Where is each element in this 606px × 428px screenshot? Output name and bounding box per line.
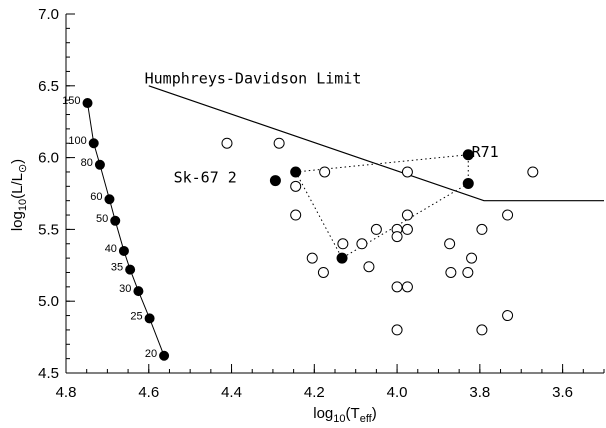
star-annotation: R71 xyxy=(472,143,499,161)
track-point xyxy=(104,194,115,205)
open-point xyxy=(466,252,478,264)
mass-label: 150 xyxy=(62,95,80,107)
mass-label: 20 xyxy=(145,348,157,360)
open-point xyxy=(391,231,403,243)
hd-limit-line xyxy=(148,85,604,202)
x-axis-title: log10(Teff) xyxy=(313,405,376,425)
open-point xyxy=(363,261,375,273)
tick-labels: 4.8 4.6 4.4 4.2 4.0 3.8 3.6 4.5 5.0 5.5 6.0 6.5 7.0 xyxy=(38,6,573,401)
filled-point xyxy=(336,252,348,264)
open-point xyxy=(502,310,514,322)
open-point xyxy=(356,238,368,250)
y-tick-label: 7.0 xyxy=(38,6,59,23)
open-point xyxy=(502,209,514,221)
open-point xyxy=(527,166,539,178)
open-point xyxy=(391,324,403,336)
open-point xyxy=(401,166,413,178)
open-point xyxy=(445,266,457,278)
y-axis-title: log10(L/L⊙) xyxy=(9,159,29,231)
x-tick-label: 3.6 xyxy=(552,384,573,401)
open-point xyxy=(401,209,413,221)
open-point xyxy=(370,223,382,235)
open-point xyxy=(290,209,302,221)
x-tick-label: 4.8 xyxy=(56,384,77,401)
x-tick-label: 3.8 xyxy=(469,384,490,401)
mass-label: 60 xyxy=(90,191,102,203)
open-point xyxy=(401,223,413,235)
open-point xyxy=(462,266,474,278)
filled-point xyxy=(462,177,474,189)
track-point xyxy=(88,138,99,149)
mass-label: 50 xyxy=(96,213,108,225)
open-point xyxy=(401,281,413,293)
star-annotation: Sk-67 2 xyxy=(174,169,237,187)
chart-labels: 150 100 80 60 50 40 35 30 25 20 Humphreys-Davidson… xyxy=(62,70,499,360)
mass-label: 25 xyxy=(130,310,142,322)
axis-ticks xyxy=(65,13,605,374)
track-point xyxy=(94,159,105,170)
y-tick-label: 5.0 xyxy=(38,293,59,310)
open-point xyxy=(391,281,403,293)
filled-point xyxy=(462,149,474,161)
chart-points xyxy=(82,98,539,361)
y-tick-label: 4.5 xyxy=(38,365,59,382)
track-point xyxy=(118,245,129,256)
hd-limit-label: Humphreys-Davidson Limit xyxy=(145,70,362,88)
chart-lines xyxy=(87,85,604,356)
mass-label: 30 xyxy=(119,283,131,295)
mass-label: 80 xyxy=(81,157,93,169)
open-point xyxy=(221,137,233,149)
mass-label: 40 xyxy=(105,243,117,255)
open-point xyxy=(317,266,329,278)
track-point xyxy=(82,98,93,109)
y-tick-label: 6.0 xyxy=(38,150,59,167)
track-point xyxy=(133,286,144,297)
track-point xyxy=(125,264,136,275)
open-point xyxy=(444,238,456,250)
x-tick-label: 4.6 xyxy=(138,384,159,401)
open-point xyxy=(306,252,318,264)
filled-point xyxy=(269,175,281,187)
y-tick-label: 5.5 xyxy=(38,221,59,238)
mass-label: 100 xyxy=(68,135,86,147)
track-point xyxy=(159,350,170,361)
filled-point xyxy=(290,166,302,178)
open-point xyxy=(476,223,488,235)
track-point xyxy=(144,313,155,324)
track-point xyxy=(110,215,121,226)
x-tick-label: 4.0 xyxy=(387,384,408,401)
open-point xyxy=(476,324,488,336)
open-point xyxy=(273,137,285,149)
open-point xyxy=(337,238,349,250)
open-point xyxy=(319,166,331,178)
mass-label: 35 xyxy=(111,262,123,274)
y-tick-label: 6.5 xyxy=(38,78,59,95)
open-point xyxy=(290,180,302,192)
x-tick-label: 4.4 xyxy=(221,384,242,401)
mass-track-line xyxy=(87,102,165,356)
x-tick-label: 4.2 xyxy=(304,384,325,401)
